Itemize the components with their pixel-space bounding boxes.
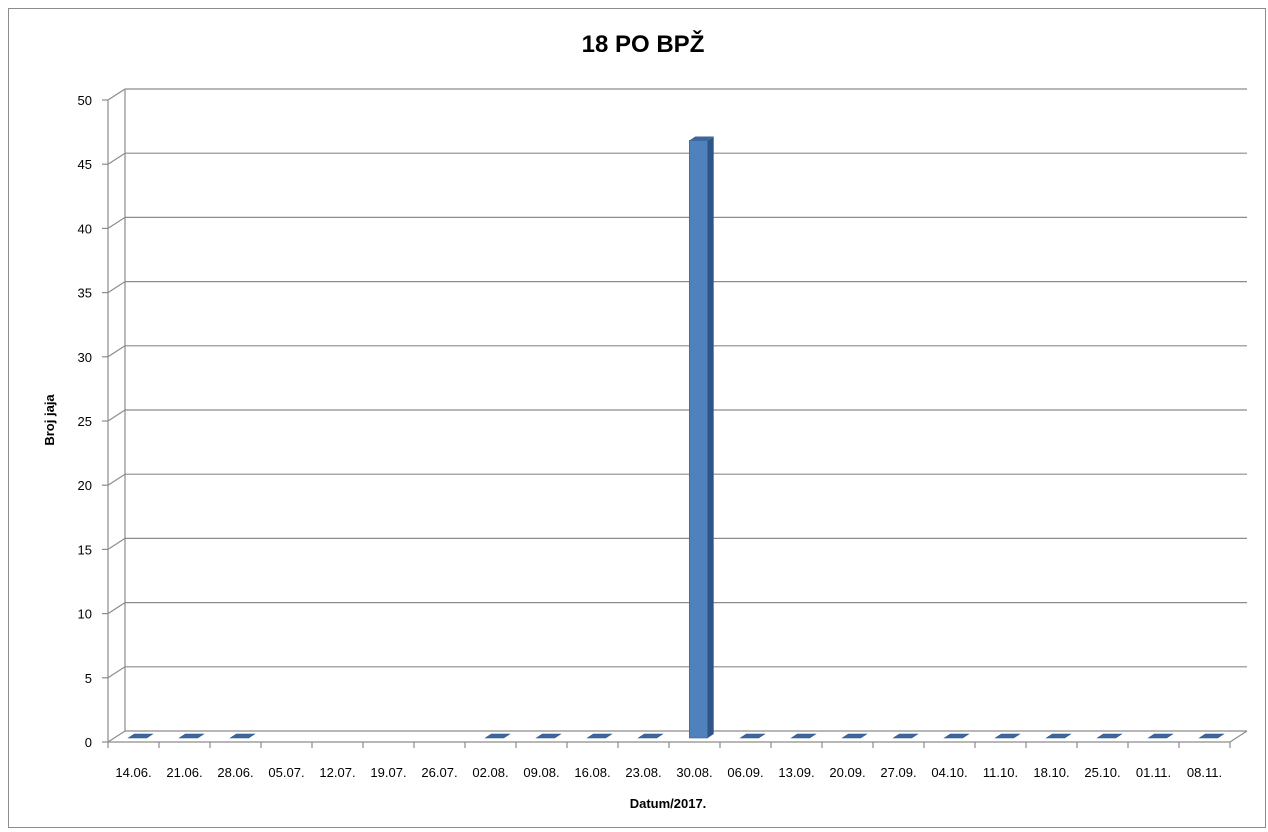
bar-zero: [1096, 733, 1123, 739]
bar: [1147, 733, 1174, 739]
bar: [535, 733, 562, 739]
x-tick-label: 01.11.: [1136, 765, 1171, 780]
bar: [994, 733, 1021, 739]
x-tick-label: 12.07.: [319, 765, 355, 780]
bar: [637, 733, 664, 739]
gridline-depth: [107, 666, 126, 679]
gridline-depth: [107, 537, 126, 550]
gridline-depth: [107, 730, 126, 743]
bar-zero: [586, 733, 613, 739]
x-tick-label: 19.07.: [370, 765, 406, 780]
x-tick-label: 23.08.: [625, 765, 661, 780]
bar-zero: [1045, 733, 1072, 739]
bar-side: [707, 136, 714, 738]
bar: [943, 733, 970, 739]
y-tick-label: 30: [78, 350, 92, 365]
bars: [127, 136, 1225, 739]
y-tick-label: 20: [78, 478, 92, 493]
bar: [178, 733, 205, 739]
bar: [586, 733, 613, 739]
x-tick-label: 16.08.: [574, 765, 610, 780]
floor-edge: [1229, 730, 1248, 743]
y-tick-label: 15: [78, 542, 92, 557]
x-tick-label: 11.10.: [983, 765, 1018, 780]
bar-zero: [790, 733, 817, 739]
tick-labels: 0 5 10 15 20 25 30 35 40 45 50 14.06. 21.06. 28.06. 05…: [78, 93, 1223, 780]
bar-zero: [1198, 733, 1225, 739]
gridlines: [107, 88, 1247, 743]
gridline-depth: [107, 216, 126, 229]
y-tick-label: 35: [78, 286, 92, 301]
y-tick-label: 5: [85, 671, 92, 686]
chart-title: 18 PO BPŽ: [582, 30, 705, 58]
chart-frame: [8, 8, 1266, 828]
y-tick-label: 40: [78, 221, 92, 236]
y-tick-label: 10: [78, 607, 92, 622]
y-tick-label: 50: [78, 93, 92, 108]
gridline-depth: [107, 473, 126, 486]
bar-zero: [892, 733, 919, 739]
x-tick-label: 20.09.: [829, 765, 865, 780]
x-tick-label: 30.08.: [676, 765, 712, 780]
gridline-depth: [107, 281, 126, 294]
bar-front: [689, 140, 708, 739]
bar: [127, 733, 154, 739]
x-axis-title: Datum/2017.: [630, 796, 707, 811]
bar-zero: [943, 733, 970, 739]
gridline-depth: [107, 152, 126, 165]
y-axis-title: Broj jaja: [42, 394, 57, 446]
x-tick-label: 05.07.: [268, 765, 304, 780]
x-tick-label: 18.10.: [1033, 765, 1069, 780]
x-tick-label: 06.09.: [727, 765, 763, 780]
x-tick-label: 02.08.: [472, 765, 508, 780]
bar-zero: [739, 733, 766, 739]
bar-zero: [994, 733, 1021, 739]
bar: [229, 733, 256, 739]
x-tick-label: 13.09.: [778, 765, 814, 780]
gridline-depth: [107, 602, 126, 615]
bar: [1198, 733, 1225, 739]
x-tick-label: 14.06.: [115, 765, 151, 780]
bar-zero: [841, 733, 868, 739]
bar: [841, 733, 868, 739]
gridline-depth: [107, 409, 126, 422]
bar-zero: [484, 733, 511, 739]
x-tick-label: 08.11.: [1187, 765, 1222, 780]
bar: [689, 136, 714, 739]
bar-zero: [127, 733, 154, 739]
x-tick-label: 04.10.: [931, 765, 967, 780]
x-tick-label: 25.10.: [1084, 765, 1120, 780]
bar-zero: [178, 733, 205, 739]
bar: [484, 733, 511, 739]
y-tick-label: 25: [78, 414, 92, 429]
bar: [739, 733, 766, 739]
x-tick-label: 26.07.: [421, 765, 457, 780]
bar-zero: [1147, 733, 1174, 739]
bar-top: [689, 136, 714, 141]
gridline-depth: [107, 345, 126, 358]
bar-zero: [229, 733, 256, 739]
y-tick-label: 45: [78, 157, 92, 172]
bar: [892, 733, 919, 739]
gridline-depth: [107, 88, 126, 101]
bar-zero: [637, 733, 664, 739]
bar: [1096, 733, 1123, 739]
axes: [102, 89, 1248, 748]
x-tick-label: 09.08.: [523, 765, 559, 780]
bar: [790, 733, 817, 739]
x-tick-label: 27.09.: [880, 765, 916, 780]
x-tick-label: 21.06.: [166, 765, 202, 780]
x-tick-label: 28.06.: [217, 765, 253, 780]
bar: [1045, 733, 1072, 739]
bar-zero: [535, 733, 562, 739]
y-tick-label: 0: [85, 735, 92, 750]
